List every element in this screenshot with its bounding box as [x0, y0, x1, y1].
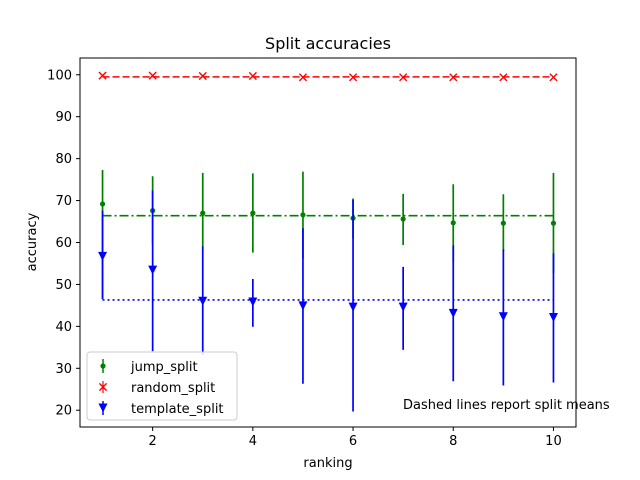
random_split-point-stroke-b — [298, 73, 308, 82]
random_split-point-stroke-b — [348, 73, 358, 82]
template_split-point — [248, 297, 258, 307]
y-tick-label: 20 — [55, 404, 72, 419]
x-tick-label: 4 — [249, 434, 257, 449]
legend-entry-template_split: template_split — [98, 401, 224, 417]
random_split-point — [298, 73, 308, 82]
random_split-point — [98, 71, 107, 80]
random_split-point-stroke-b — [399, 73, 408, 82]
template_split-point — [448, 308, 458, 318]
y-tick-label: 60 — [55, 236, 72, 251]
y-tick-label: 40 — [55, 320, 72, 335]
random_split-point — [449, 73, 458, 82]
random_split-point — [348, 73, 358, 82]
template_split-point — [498, 312, 508, 322]
random_split-point-stroke-b — [549, 73, 558, 82]
x-tick-label: 10 — [545, 434, 562, 449]
chart-title: Split accuracies — [265, 34, 391, 53]
y-tick-label: 30 — [55, 362, 72, 377]
template_split-point — [148, 265, 158, 275]
random_split-point — [148, 71, 157, 80]
template_split-point — [98, 251, 108, 261]
annotation-text: Dashed lines report split means — [403, 398, 610, 413]
random_split-point — [499, 73, 508, 82]
y-tick-label: 100 — [47, 68, 72, 83]
template_split-point — [398, 302, 408, 312]
legend: jump_split random_split template_split — [86, 351, 238, 421]
x-tick-label: 6 — [349, 434, 357, 449]
y-axis-label: accuracy — [25, 212, 40, 271]
legend-label: template_split — [131, 402, 224, 417]
legend-marker — [98, 403, 108, 413]
plot-area — [98, 71, 558, 412]
y-tick-label: 50 — [55, 278, 72, 293]
y-tick-label: 80 — [55, 152, 72, 167]
legend-marker — [100, 363, 106, 369]
jump_split-point — [550, 220, 557, 226]
random_split-point — [198, 71, 207, 81]
x-axis-label: ranking — [303, 456, 352, 471]
jump_split-point — [400, 216, 406, 222]
legend-marker-stroke-b — [98, 382, 108, 392]
template_split-point — [348, 302, 358, 312]
legend-entry-random_split: random_split — [98, 381, 215, 396]
random_split-point-stroke-b — [198, 71, 207, 81]
random_split-point — [248, 71, 257, 81]
jump_split-point — [500, 220, 506, 226]
legend-label: jump_split — [130, 360, 198, 375]
jump_split-point — [450, 220, 456, 226]
y-tick-label: 70 — [55, 194, 72, 209]
legend-box — [86, 351, 238, 421]
random_split-point-stroke-b — [148, 71, 157, 80]
random_split-point-stroke-b — [499, 73, 508, 82]
jump_split-point — [200, 210, 206, 216]
template_split-series — [98, 190, 558, 412]
axes: 2 4 6 8 10 20 30 40 50 60 70 80 90 100 — [47, 57, 577, 449]
jump_split-point — [99, 201, 106, 207]
x-tick-label: 8 — [449, 434, 457, 449]
y-tick-label: 90 — [55, 110, 72, 125]
random_split-series — [98, 71, 558, 82]
random_split-point-stroke-b — [98, 71, 107, 80]
random_split-point — [399, 73, 408, 82]
x-tick-label: 2 — [149, 434, 157, 449]
legend-marker — [98, 382, 108, 392]
template_split-point — [198, 296, 208, 306]
legend-entry-jump_split: jump_split — [100, 359, 198, 375]
random_split-point-stroke-b — [449, 73, 458, 82]
random_split-point — [549, 73, 558, 82]
jump_split-point — [250, 210, 256, 216]
jump_split-point — [300, 212, 306, 218]
legend-label: random_split — [131, 381, 215, 396]
template_split-point — [548, 313, 558, 323]
template_split-point — [298, 301, 308, 311]
random_split-point-stroke-b — [248, 71, 257, 81]
